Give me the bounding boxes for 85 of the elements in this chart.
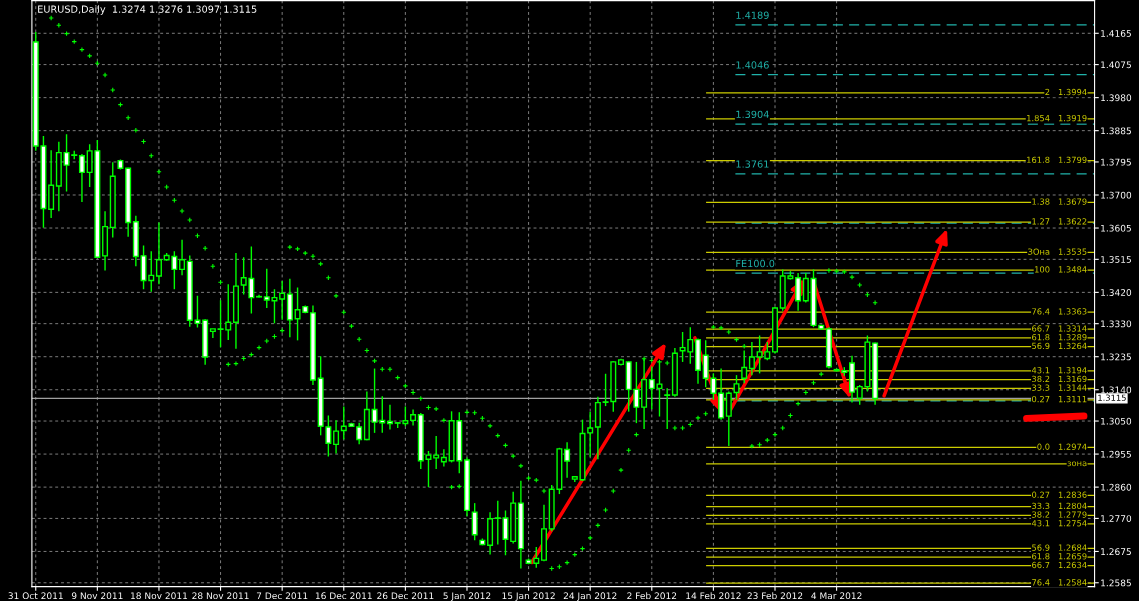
ref-line-label: 33.3 1.3144 bbox=[1032, 384, 1087, 391]
x-tick-label: 24 Jan 2012 bbox=[563, 592, 617, 601]
candlestick bbox=[48, 149, 55, 219]
y-tick-label: 1.2675 bbox=[1101, 548, 1131, 556]
ref-line-label: 1.4046 bbox=[736, 61, 769, 69]
candlestick bbox=[733, 374, 740, 401]
candlestick bbox=[356, 422, 363, 446]
x-tick-label: 7 Dec 2011 bbox=[256, 592, 308, 600]
ref-line-label: зона bbox=[1067, 461, 1087, 467]
ref-line-label: 2 1.3994 bbox=[1045, 88, 1087, 96]
ref-line-label: 56.9 1.2684 bbox=[1032, 544, 1087, 551]
y-tick-label: 1.3235 bbox=[1101, 353, 1131, 361]
ref-line-label: 66.7 1.2634 bbox=[1032, 561, 1087, 569]
candlestick bbox=[564, 441, 571, 479]
x-tick-label: 26 Dec 2011 bbox=[377, 592, 434, 600]
ref-line-label: 1.27 1.3622 bbox=[1032, 218, 1087, 225]
ref-line-label: 61.8 1.2659 bbox=[1032, 553, 1087, 560]
x-tick-label: 15 Jan 2012 bbox=[502, 592, 555, 601]
candlestick bbox=[78, 153, 85, 203]
ref-line-label: 1.3904 bbox=[736, 110, 769, 119]
candlestick bbox=[802, 272, 809, 304]
x-tick-label: 18 Nov 2011 bbox=[131, 592, 188, 600]
candlestick bbox=[587, 410, 594, 458]
ref-line-label: 38.2 1.2779 bbox=[1032, 511, 1087, 518]
x-tick-label: 2 Feb 2012 bbox=[627, 592, 677, 600]
ref-line-label: 38.2 1.3169 bbox=[1032, 375, 1087, 383]
ref-line-label: 76.4 1.3363 bbox=[1032, 308, 1087, 315]
x-tick-label: 16 Dec 2011 bbox=[315, 592, 372, 600]
y-tick-label: 1.3795 bbox=[1101, 158, 1131, 166]
candlestick bbox=[741, 349, 748, 384]
y-tick-label: 1.2770 bbox=[1101, 515, 1132, 522]
candlestick bbox=[279, 280, 286, 321]
candlestick bbox=[333, 419, 340, 455]
y-tick-label: 1.2955 bbox=[1101, 450, 1131, 458]
y-tick-label: 1.3700 bbox=[1101, 191, 1132, 199]
ref-line-label: 76.4 1.2584 bbox=[1032, 579, 1087, 586]
ref-line-label: 0.27 1.2836 bbox=[1032, 491, 1087, 498]
ref-line-label: ЗОна 1.3535 bbox=[1028, 248, 1087, 255]
y-tick-label: 1.4165 bbox=[1101, 30, 1131, 37]
ref-line-label: 43.1 1.3194 bbox=[1031, 367, 1087, 374]
ref-line-label: 1.3115 bbox=[1098, 394, 1126, 401]
y-tick-label: 1.2860 bbox=[1101, 483, 1132, 491]
y-tick-label: 1.3330 bbox=[1101, 320, 1132, 328]
candlestick bbox=[179, 239, 186, 277]
ref-line-label: 1.38 1.3679 bbox=[1032, 198, 1087, 205]
ref-line-label: 33.3 1.2804 bbox=[1032, 502, 1087, 510]
candlestick bbox=[748, 341, 755, 376]
ref-line-label: 1.3761 bbox=[736, 160, 769, 168]
candlestick bbox=[440, 448, 447, 468]
x-tick-label: 28 Nov 2011 bbox=[192, 592, 249, 600]
x-tick-label: 4 Mar 2012 bbox=[811, 592, 862, 600]
x-tick-label: 5 Jan 2012 bbox=[443, 592, 491, 601]
ref-line-label: 100 1.3484 bbox=[1035, 266, 1087, 273]
x-tick-label: 14 Feb 2012 bbox=[686, 592, 741, 600]
y-tick-label: 1.3050 bbox=[1101, 417, 1132, 425]
x-tick-label: 23 Feb 2012 bbox=[747, 592, 803, 600]
candlestick bbox=[155, 221, 162, 286]
y-tick-label: 1.3140 bbox=[1101, 386, 1132, 394]
ref-line-label: 43.1 1.2754 bbox=[1031, 520, 1087, 527]
candlestick bbox=[471, 502, 478, 542]
ref-line-label: 56.9 1.3264 bbox=[1032, 342, 1087, 350]
candlestick bbox=[664, 387, 671, 430]
y-tick-label: 1.2585 bbox=[1101, 579, 1131, 587]
candlestick bbox=[725, 390, 732, 447]
y-tick-label: 1.3420 bbox=[1101, 289, 1132, 296]
x-tick-label: 31 Oct 2011 bbox=[8, 592, 63, 600]
ref-line-label: 61.8 1.3289 bbox=[1032, 334, 1087, 341]
candlestick bbox=[795, 272, 802, 312]
candlestick bbox=[386, 404, 393, 431]
ref-line-label: 1.854 1.3919 bbox=[1027, 114, 1087, 122]
ref-line-label: 0.27 1.3111 bbox=[1032, 395, 1087, 403]
y-tick-label: 1.4075 bbox=[1101, 61, 1131, 69]
ref-line-label: 1.4189 bbox=[736, 11, 769, 19]
ref-line-label: 0.0 1.2974 bbox=[1037, 443, 1087, 450]
ref-line-label: 66.7 1.3314 bbox=[1032, 325, 1087, 332]
ref-line-label: FE100.0 bbox=[736, 259, 775, 268]
x-tick-label: 9 Nov 2011 bbox=[71, 592, 123, 600]
candlestick bbox=[433, 435, 440, 470]
ref-line-label: 161.8 1.3799 bbox=[1027, 156, 1087, 163]
y-tick-label: 1.3605 bbox=[1101, 224, 1131, 232]
chart-title: EURUSD,Daily 1.3274 1.3276 1.3097 1.3115 bbox=[38, 5, 257, 15]
y-tick-label: 1.3980 bbox=[1101, 94, 1132, 102]
y-tick-label: 1.3885 bbox=[1101, 127, 1131, 135]
y-tick-label: 1.3515 bbox=[1101, 256, 1131, 263]
candlestick bbox=[209, 328, 216, 339]
